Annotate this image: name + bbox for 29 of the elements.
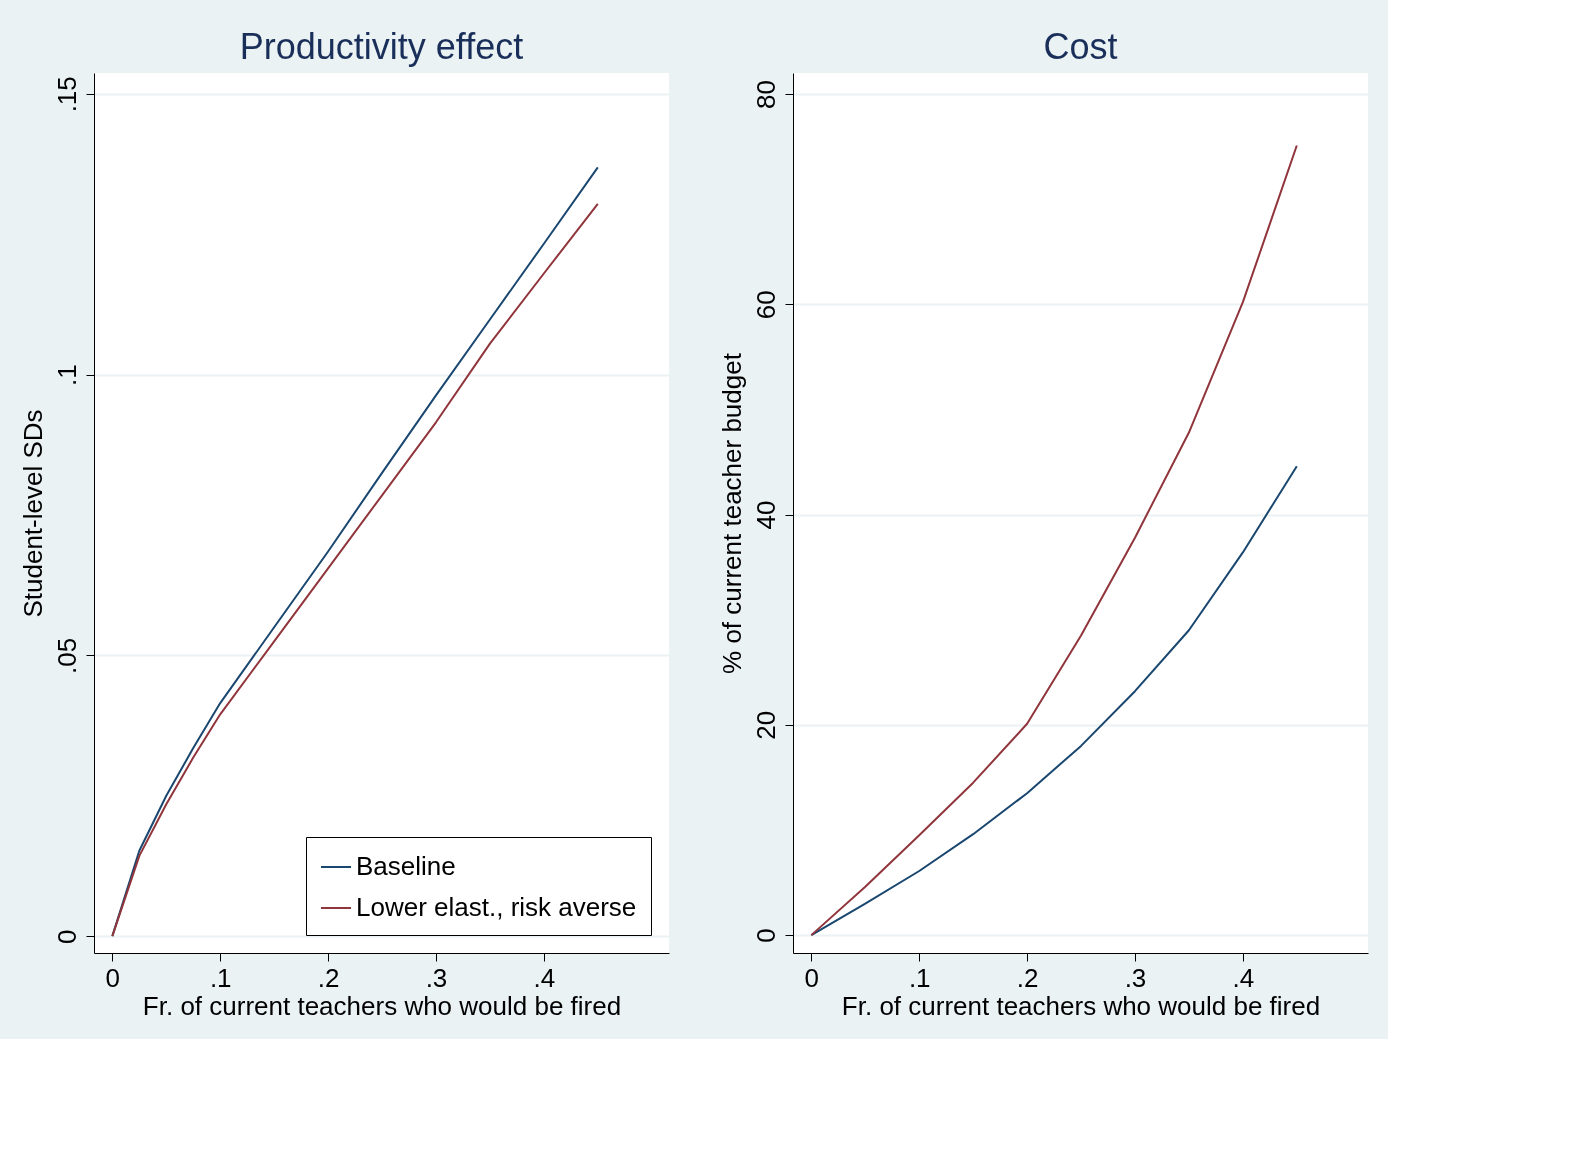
- y-axis-title: % of current teacher budget: [716, 352, 747, 674]
- legend-label: Baseline: [356, 851, 456, 881]
- x-axis-title: Fr. of current teachers who would be fired: [142, 990, 622, 1021]
- x-tick-label: .4: [1232, 962, 1255, 993]
- line-series: [810, 144, 1298, 937]
- legend-label: Lower elast., risk averse: [356, 892, 637, 922]
- y-tick-label: 60: [750, 290, 781, 320]
- chart-title: Cost: [1043, 26, 1118, 67]
- chart-title: Productivity effect: [239, 26, 524, 67]
- y-axis-title: Student-level SDs: [17, 409, 48, 618]
- y-tick-label: .1: [51, 364, 82, 386]
- y-tick-label: 80: [750, 80, 781, 109]
- x-tick-label: .3: [1124, 962, 1147, 993]
- x-axis-title: Fr. of current teachers who would be fired: [841, 990, 1321, 1021]
- x-tick-label: 0: [105, 962, 121, 993]
- y-tick-label: 0: [750, 928, 781, 943]
- y-tick-label: .05: [51, 637, 82, 674]
- x-tick-label: .1: [209, 962, 232, 993]
- x-tick-label: .4: [533, 962, 556, 993]
- x-tick-label: 0: [804, 962, 820, 993]
- x-tick-label: .1: [908, 962, 931, 993]
- x-tick-label: .2: [317, 962, 340, 993]
- y-tick-label: 40: [750, 500, 781, 530]
- y-tick-label: 0: [51, 929, 82, 944]
- x-tick-label: .3: [425, 962, 448, 993]
- y-tick-label: .15: [51, 76, 82, 113]
- y-tick-label: 20: [750, 710, 781, 740]
- x-tick-label: .2: [1016, 962, 1039, 993]
- line-series: [810, 465, 1298, 937]
